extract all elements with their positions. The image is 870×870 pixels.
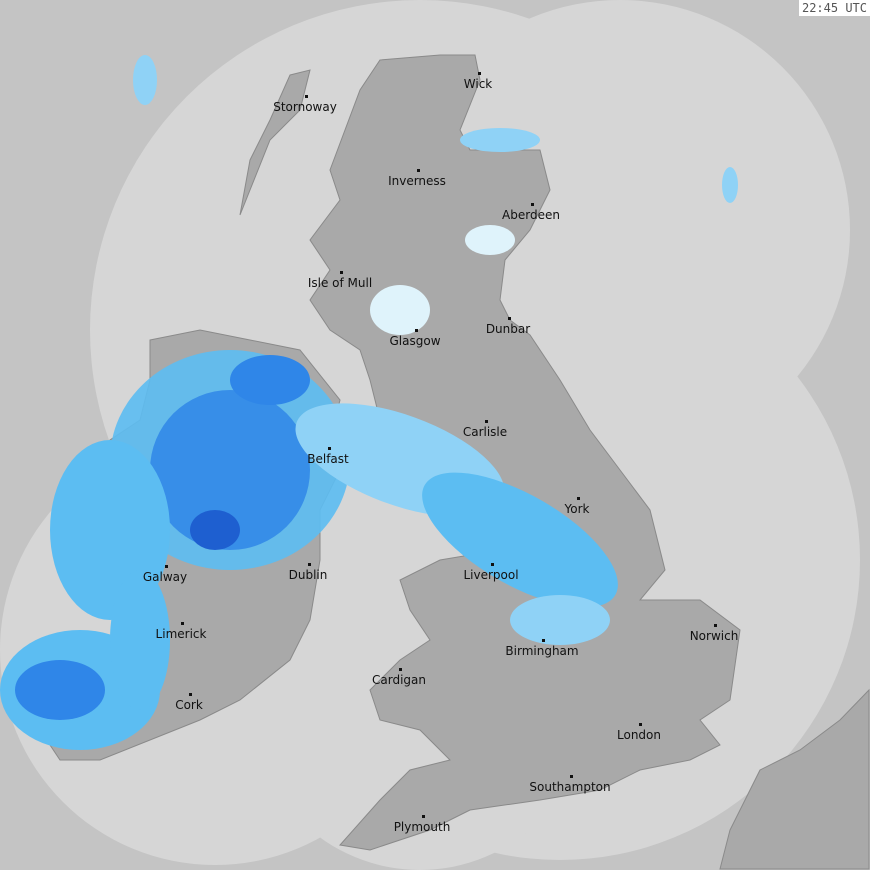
city-label: Dublin [288, 568, 328, 582]
europe-coast [719, 688, 870, 870]
city-marker [531, 203, 534, 206]
city-marker [485, 420, 488, 423]
city-marker [508, 317, 511, 320]
city-marker [189, 693, 192, 696]
city-marker [478, 72, 481, 75]
rain-echoes [0, 55, 738, 750]
city-marker [308, 563, 311, 566]
city-marker [417, 169, 420, 172]
city-marker [415, 329, 418, 332]
city-marker [305, 95, 308, 98]
city-label: London [617, 728, 661, 742]
city-label: Norwich [689, 629, 739, 643]
city-marker [714, 624, 717, 627]
city-label: York [564, 502, 590, 516]
city-marker [491, 563, 494, 566]
city-label: Glasgow [389, 334, 441, 348]
city-marker [399, 668, 402, 671]
city-label: Carlisle [462, 425, 508, 439]
outer-hebrides [239, 69, 311, 216]
city-label: Belfast [307, 452, 349, 466]
city-marker [328, 447, 331, 450]
timestamp-label: 22:45 UTC [798, 0, 870, 16]
city-marker [639, 723, 642, 726]
great-britain [309, 54, 741, 851]
city-label: Stornoway [273, 100, 337, 114]
city-label: Birmingham [505, 644, 579, 658]
city-label: Southampton [529, 780, 611, 794]
city-marker [340, 271, 343, 274]
city-marker [165, 565, 168, 568]
city-label: Liverpool [463, 568, 519, 582]
city-marker [570, 775, 573, 778]
city-label: Wick [463, 77, 493, 91]
city-label: Plymouth [393, 820, 451, 834]
city-label: Dunbar [485, 322, 531, 336]
city-label: Cork [175, 698, 203, 712]
city-label: Cardigan [372, 673, 426, 687]
city-marker [577, 497, 580, 500]
city-marker [422, 815, 425, 818]
city-label: Aberdeen [502, 208, 560, 222]
city-marker [181, 622, 184, 625]
city-label: Galway [142, 570, 188, 584]
city-label: Isle of Mull [307, 276, 373, 290]
city-marker [542, 639, 545, 642]
city-label: Limerick [155, 627, 207, 641]
city-label: Inverness [388, 174, 446, 188]
